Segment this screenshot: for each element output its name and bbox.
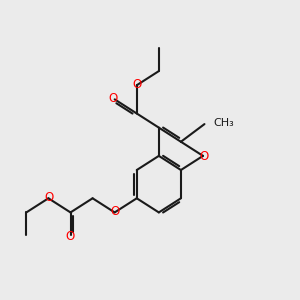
Text: O: O — [66, 230, 75, 243]
Text: CH₃: CH₃ — [213, 118, 234, 128]
Text: O: O — [133, 78, 142, 91]
Text: O: O — [111, 205, 120, 218]
Text: O: O — [109, 92, 118, 105]
Text: O: O — [44, 191, 54, 204]
Text: O: O — [199, 150, 208, 163]
